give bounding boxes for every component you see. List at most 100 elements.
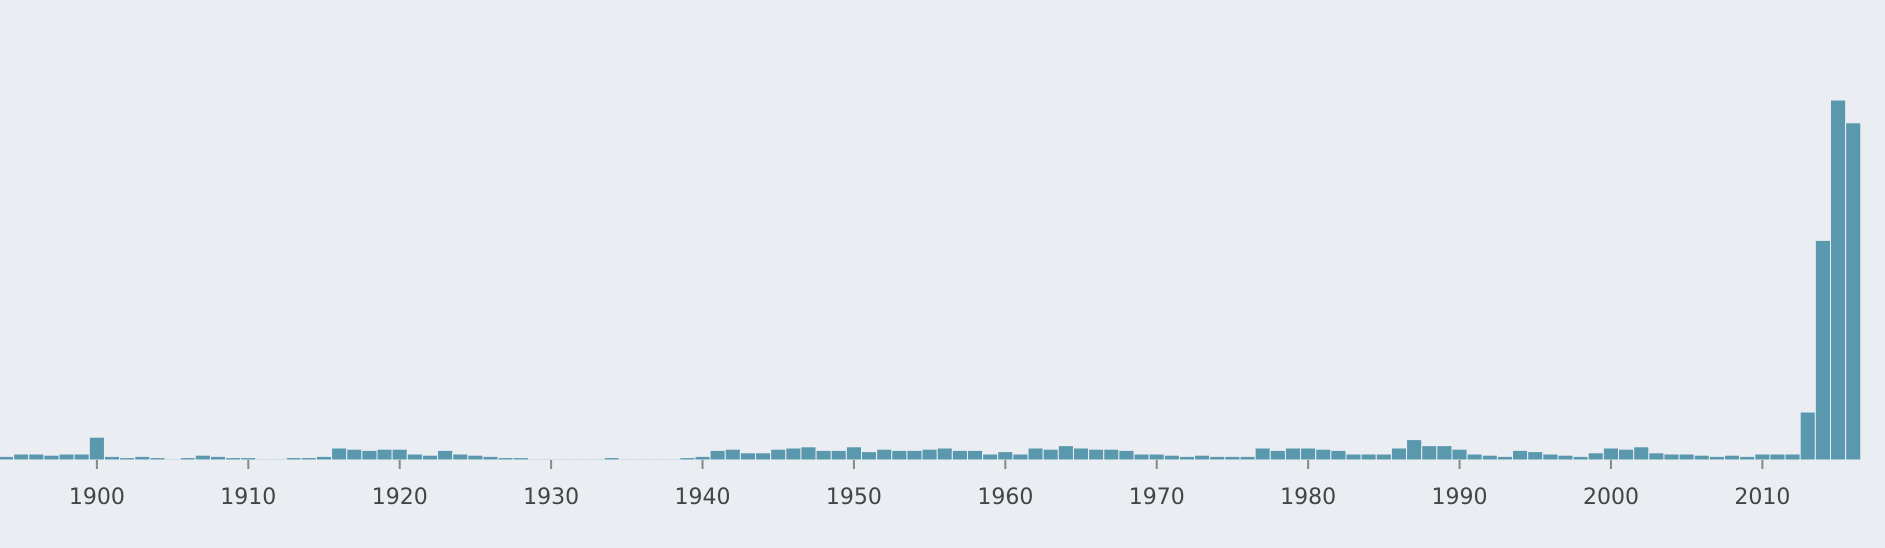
bar xyxy=(1527,451,1544,461)
bar xyxy=(830,449,847,461)
bar xyxy=(1739,455,1756,461)
bar xyxy=(1224,455,1241,461)
x-tick-label: 1920 xyxy=(372,485,428,510)
bar xyxy=(709,449,726,461)
bar xyxy=(421,454,439,461)
bar xyxy=(1360,453,1377,461)
bar xyxy=(1678,453,1695,461)
bar xyxy=(1693,454,1710,461)
bar xyxy=(391,448,408,461)
bar xyxy=(1209,455,1226,461)
bar xyxy=(1633,446,1650,461)
bar xyxy=(1042,448,1059,461)
bar xyxy=(285,457,302,461)
bar xyxy=(1421,445,1438,461)
bar xyxy=(1784,453,1801,461)
bar xyxy=(1375,453,1392,461)
bar xyxy=(331,447,348,461)
bar xyxy=(755,452,772,461)
bar xyxy=(88,436,105,461)
bar xyxy=(1194,454,1211,461)
bar xyxy=(1572,455,1589,461)
bar xyxy=(633,458,651,461)
bar xyxy=(770,448,787,461)
bar xyxy=(951,449,968,461)
bar xyxy=(1345,453,1362,461)
bar xyxy=(527,458,545,461)
bar xyxy=(43,454,60,461)
bar xyxy=(1118,449,1135,461)
bar xyxy=(482,455,499,461)
bar xyxy=(437,449,454,461)
bar xyxy=(1829,99,1847,461)
bar xyxy=(966,449,984,461)
bar xyxy=(618,458,635,461)
bar xyxy=(149,457,166,461)
bar xyxy=(1436,445,1453,461)
x-tick-label: 2000 xyxy=(1583,485,1639,510)
bar xyxy=(270,458,287,461)
bar xyxy=(1481,454,1498,461)
bar xyxy=(58,453,75,461)
bar xyxy=(0,455,15,461)
x-tick-label: 1930 xyxy=(523,485,579,510)
bar xyxy=(1012,453,1029,461)
x-tick-label: 1950 xyxy=(826,485,882,510)
bar xyxy=(679,457,696,461)
bar xyxy=(543,458,560,461)
bar xyxy=(13,453,30,461)
x-tick-label: 1990 xyxy=(1432,485,1488,510)
bar xyxy=(588,458,605,461)
bar xyxy=(179,457,196,461)
x-tick-label: 1970 xyxy=(1129,485,1185,510)
bar xyxy=(1708,455,1726,461)
bar xyxy=(1103,448,1120,461)
bar xyxy=(739,452,757,461)
bar xyxy=(1496,455,1514,461)
bar xyxy=(906,449,923,461)
bar xyxy=(1648,452,1665,461)
bar xyxy=(240,457,257,461)
bar xyxy=(921,448,938,461)
bar xyxy=(194,454,211,461)
bar xyxy=(982,453,999,461)
bar xyxy=(1284,447,1302,461)
bar xyxy=(694,455,711,461)
x-tick-label: 1960 xyxy=(977,485,1033,510)
bar xyxy=(876,448,893,461)
bar xyxy=(1769,453,1786,461)
bar xyxy=(558,458,575,461)
bar xyxy=(315,455,333,461)
x-tick-label: 1900 xyxy=(69,485,125,510)
bar xyxy=(376,448,393,461)
bar xyxy=(452,453,469,461)
bar xyxy=(497,457,514,461)
bar xyxy=(997,451,1014,461)
bar xyxy=(361,449,378,461)
bar xyxy=(300,457,317,461)
bar xyxy=(134,455,151,461)
bar xyxy=(573,458,590,461)
bar xyxy=(1239,455,1256,461)
bar xyxy=(845,446,862,461)
bar xyxy=(1390,447,1408,461)
bar xyxy=(1663,453,1680,461)
bar xyxy=(103,455,121,461)
bar xyxy=(225,457,242,461)
bar xyxy=(1148,453,1165,461)
bar xyxy=(1587,452,1604,461)
bar xyxy=(512,457,529,461)
bar xyxy=(164,458,181,461)
bar xyxy=(1724,454,1741,461)
bar xyxy=(1315,448,1332,461)
bar xyxy=(1163,454,1180,461)
bar xyxy=(785,447,802,461)
bar xyxy=(1057,445,1074,461)
bar xyxy=(1466,453,1483,461)
bar xyxy=(73,453,90,461)
bar xyxy=(1088,448,1105,461)
bar xyxy=(209,455,227,461)
bar xyxy=(406,453,423,461)
